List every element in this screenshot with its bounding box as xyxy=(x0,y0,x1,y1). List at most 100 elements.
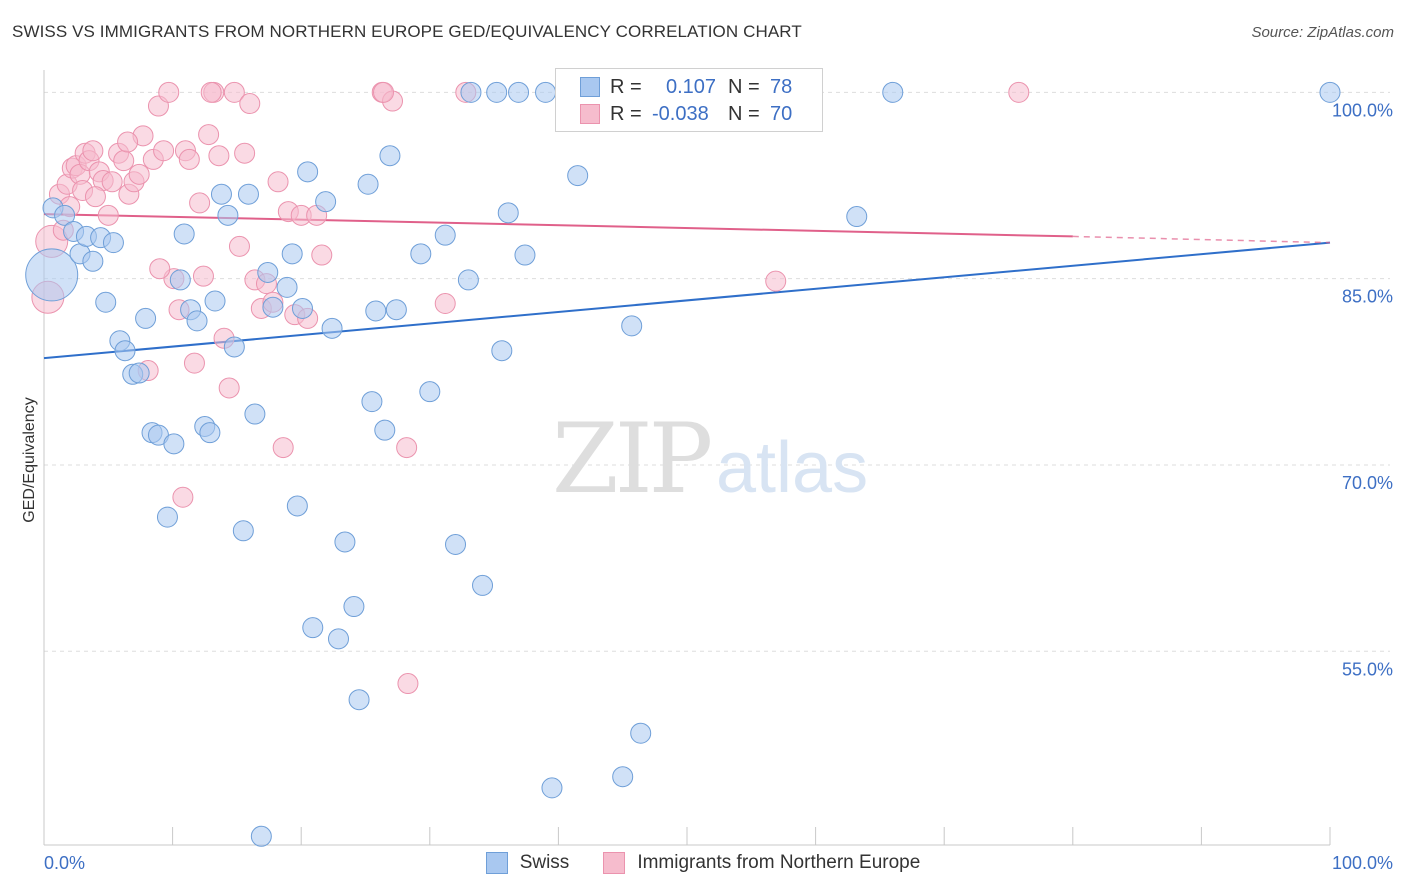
y-tick-label: 70.0% xyxy=(1342,473,1393,493)
swiss-point xyxy=(846,206,868,228)
swiss-point xyxy=(457,269,479,291)
swiss-point xyxy=(297,161,319,183)
immigrants-legend-label: Immigrants from Northern Europe xyxy=(637,852,921,873)
immigrants-point xyxy=(172,486,194,508)
swiss-point xyxy=(302,617,324,639)
swiss-point xyxy=(321,317,343,339)
swiss-point xyxy=(410,243,432,265)
swiss-point xyxy=(621,315,643,337)
swiss-point xyxy=(257,261,279,283)
swiss-point xyxy=(156,506,178,528)
swiss-point xyxy=(291,297,313,319)
swiss-point xyxy=(514,244,536,266)
y-axis-label: GED/Equivalency xyxy=(21,397,38,523)
immigrants-point xyxy=(128,163,150,185)
swiss-point xyxy=(135,307,157,329)
immigrants-point xyxy=(218,377,240,399)
swiss-point xyxy=(508,81,530,103)
swiss-point xyxy=(250,825,272,847)
swiss-point xyxy=(237,183,259,205)
swiss-legend-label: Swiss xyxy=(519,852,570,873)
immigrants-point xyxy=(267,171,289,193)
tick-labels: 100.0% 85.0% 70.0% 55.0% 0.0% 100.0% xyxy=(44,100,1393,873)
swiss-point xyxy=(491,340,513,362)
swiss-point xyxy=(374,419,396,441)
immigrants-r-label: R = xyxy=(610,102,642,125)
immigrants-legend-swatch xyxy=(603,852,626,874)
immigrants-r-value: -0.038 xyxy=(652,102,709,125)
swiss-point xyxy=(244,403,266,425)
swiss-point xyxy=(82,250,104,272)
legend-row-swiss: R = 0.107 N = 78 xyxy=(580,73,792,101)
immigrants-point xyxy=(149,258,171,280)
immigrants-point xyxy=(434,292,456,314)
swiss-point xyxy=(210,183,232,205)
immigrants-point xyxy=(189,192,211,214)
swiss-r-value: 0.107 xyxy=(666,75,717,98)
swiss-point xyxy=(357,173,379,195)
swiss-point xyxy=(472,574,494,596)
swiss-trend-line xyxy=(43,241,1331,360)
immigrants-point xyxy=(397,673,419,695)
swiss-point xyxy=(567,165,589,187)
immigrants-point xyxy=(396,437,418,459)
legend-item-immigrants[interactable]: Immigrants from Northern Europe xyxy=(603,852,920,874)
swiss-r-label: R = xyxy=(610,75,642,98)
correlation-legend: R = 0.107 N = 78 R = -0.038 N = 70 xyxy=(555,68,823,132)
immigrants-point xyxy=(208,145,230,167)
immigrants-point xyxy=(84,186,106,208)
swiss-point xyxy=(169,269,191,291)
swiss-point xyxy=(286,495,308,517)
swiss-n-value: 78 xyxy=(770,75,793,98)
watermark-zip: ZIP xyxy=(552,403,711,515)
immigrants-point xyxy=(373,81,395,103)
immigrants-point xyxy=(97,204,119,226)
swiss-point xyxy=(199,422,221,444)
swiss-point xyxy=(128,362,150,384)
swiss-point xyxy=(434,224,456,246)
immigrants-point xyxy=(198,124,220,146)
trend-lines xyxy=(43,213,1331,360)
swiss-point xyxy=(327,628,349,650)
immigrants-point xyxy=(234,142,256,164)
swiss-point xyxy=(232,520,254,542)
swiss-point xyxy=(276,276,298,298)
immigrants-swatch xyxy=(580,104,600,124)
chart-title: SWISS VS IMMIGRANTS FROM NORTHERN EUROPE… xyxy=(12,22,802,41)
watermark: ZIP atlas xyxy=(552,403,868,515)
swiss-swatch xyxy=(580,77,600,97)
swiss-point xyxy=(186,310,208,332)
swiss-point xyxy=(612,766,634,788)
swiss-point xyxy=(385,299,407,321)
x-tick-label-max: 100.0% xyxy=(1332,853,1393,873)
legend-row-immigrants: R = -0.038 N = 70 xyxy=(580,100,792,128)
y-tick-label: 100.0% xyxy=(1332,100,1393,120)
swiss-point xyxy=(54,204,76,226)
swiss-point xyxy=(173,223,195,245)
immigrants-point xyxy=(178,148,200,170)
swiss-point xyxy=(1319,81,1341,103)
watermark-atlas: atlas xyxy=(716,428,868,508)
swiss-point xyxy=(223,336,245,358)
swiss-point xyxy=(114,340,136,362)
immigrants-point xyxy=(153,140,175,162)
swiss-point xyxy=(460,81,482,103)
swiss-point xyxy=(343,596,365,618)
swiss-point xyxy=(334,531,356,553)
immigrants-point xyxy=(183,352,205,374)
immigrants-point xyxy=(765,270,787,292)
swiss-point xyxy=(102,232,124,254)
swiss-legend-swatch xyxy=(485,852,508,874)
immigrants-point xyxy=(1008,81,1030,103)
legend-item-swiss[interactable]: Swiss xyxy=(485,852,570,874)
data-points xyxy=(25,81,1341,847)
swiss-point xyxy=(163,433,185,455)
x-tick-label-min: 0.0% xyxy=(44,853,85,873)
swiss-point xyxy=(486,81,508,103)
swiss-point xyxy=(217,204,239,226)
swiss-point xyxy=(281,243,303,265)
immigrants-point xyxy=(158,81,180,103)
immigrants-point xyxy=(192,265,214,287)
immigrants-point xyxy=(311,244,333,266)
immigrants-point xyxy=(228,235,250,257)
